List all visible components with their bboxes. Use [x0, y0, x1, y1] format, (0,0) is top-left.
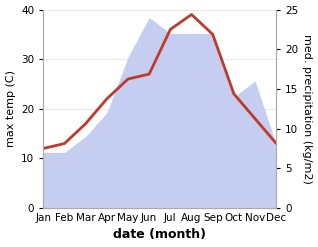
Y-axis label: med. precipitation (kg/m2): med. precipitation (kg/m2): [302, 34, 313, 184]
X-axis label: date (month): date (month): [113, 228, 206, 242]
Y-axis label: max temp (C): max temp (C): [5, 70, 16, 147]
